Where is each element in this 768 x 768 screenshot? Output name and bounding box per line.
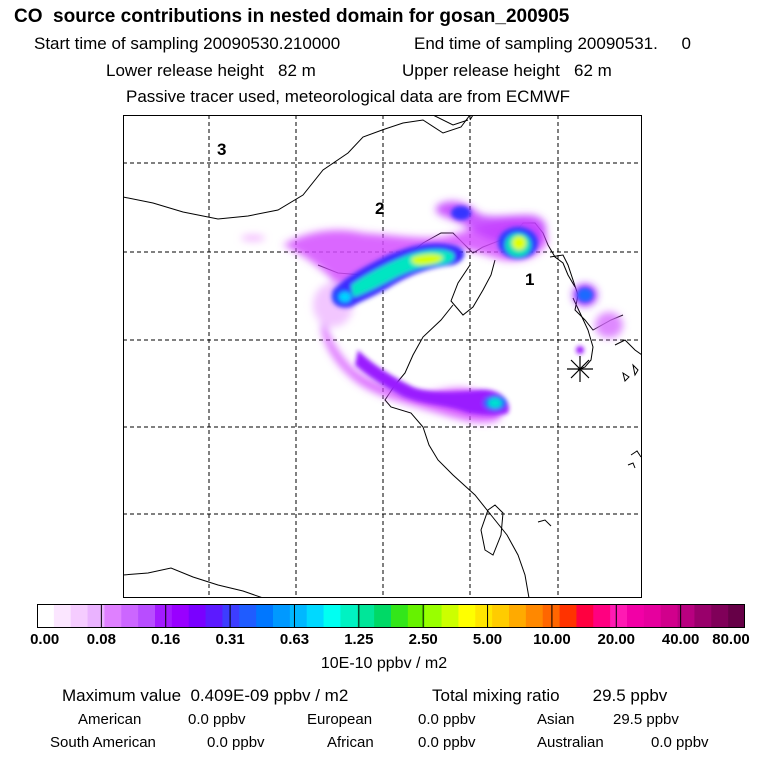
colorbar-tick-label: 5.00 [472,631,503,648]
coastlines [123,115,642,598]
maximum-value-text: Maximum value 0.409E-09 ppbv / m2 [62,686,349,705]
color-swatch [441,604,460,628]
colorbar-tick-label: 20.00 [597,631,636,648]
sampling-start-text: Start time of sampling 20090530.210000 [34,34,341,53]
plume-west-blob-cyan [339,292,351,302]
color-scale-bar [37,604,745,628]
colorbar-tick-label: 2.50 [408,631,438,648]
colorbar-tick-label: 0.63 [279,631,310,648]
color-swatch [509,604,527,628]
color-swatch [188,604,207,628]
color-swatch [70,604,89,628]
plume-bohai-yellow [512,236,526,250]
colorbar-tick-label: 80.00 [712,631,750,648]
region-label-3: 3 [217,140,226,159]
color-swatch [205,604,224,628]
source-contribution-map: 1 2 3 [123,115,642,598]
colorbar-tick-label: 0.16 [151,631,181,648]
color-swatch [87,604,106,628]
color-swatch [559,604,578,628]
color-swatch [627,604,645,628]
color-swatch [306,604,325,628]
color-swatch [475,604,493,628]
color-swatch [610,604,628,628]
color-swatch [424,604,443,628]
color-swatch [273,604,291,628]
region-label-2: 2 [375,199,384,218]
color-swatch [104,604,122,628]
african-value: 0.0 ppbv [418,734,476,751]
color-swatch [407,604,426,628]
color-swatch [357,604,375,628]
plume-north-blue [451,206,471,220]
south-american-label: South American [50,734,156,751]
color-swatch [171,604,190,628]
plume-band-yellow [411,254,443,265]
map-gridlines [123,115,642,598]
asian-value: 29.5 ppbv [613,711,679,728]
south-american-value: 0.0 ppbv [207,734,265,751]
colorbar-tick-label: 0.31 [215,631,245,648]
color-swatch [525,604,544,628]
color-swatch [289,604,308,628]
color-swatch [121,604,139,628]
colorbar-tick-label: 40.00 [661,631,700,648]
receptor-star-icon [567,356,593,382]
australian-label: Australian [537,734,604,751]
colorbar-units: 10E-10 ppbv / m2 [320,655,448,672]
european-label: European [307,711,373,728]
figure-title: CO source contributions in nested domain… [14,6,570,27]
plume-korea-patch [595,312,623,338]
color-swatch [155,604,173,628]
color-swatch [660,604,679,628]
color-swatch [239,604,257,628]
color-swatch [323,604,342,628]
concentration-plume [241,201,623,423]
region-label-1: 1 [525,270,534,289]
color-swatch [694,604,712,628]
plume-west-tail [241,235,265,241]
total-mixing-ratio-text: Total mixing ratio 29.5 ppbv [432,686,668,705]
european-value: 0.0 ppbv [418,711,476,728]
colorbar-tick-label: 10.00 [533,631,571,648]
colorbar-tick-label: 0.08 [86,631,116,648]
color-swatch [643,604,662,628]
color-swatch [340,604,358,628]
color-swatch [37,604,55,628]
australian-value: 0.0 ppbv [651,734,709,751]
plume-korea-core [577,288,593,302]
color-swatch [576,604,594,628]
sampling-end-text: End time of sampling 20090531. 0 [414,34,691,53]
asian-label: Asian [537,711,575,728]
color-swatch [593,604,611,628]
color-swatch [728,604,745,628]
colorbar-tick-label: 1.25 [344,631,374,648]
color-swatch [374,604,392,628]
color-swatch [138,604,156,628]
color-swatch [677,604,696,628]
color-swatch [222,604,240,628]
upper-release-height-text: Upper release height 62 m [402,61,612,80]
african-label: African [327,734,374,751]
plume-outer [283,218,548,423]
color-swatch [256,604,274,628]
color-swatch [492,604,510,628]
plume-south-spot [576,346,584,354]
plume-shanghai-cyan [488,398,502,408]
color-swatch [711,604,729,628]
color-swatch [458,604,476,628]
lower-release-height-text: Lower release height 82 m [106,61,316,80]
color-swatch [53,604,72,628]
plume-south-band [355,350,509,416]
american-label: American [78,711,142,728]
colorbar-tick-label: 0.00 [30,631,60,648]
tracer-info-text: Passive tracer used, meteorological data… [126,87,571,106]
color-swatch [391,604,409,628]
american-value: 0.0 ppbv [188,711,246,728]
